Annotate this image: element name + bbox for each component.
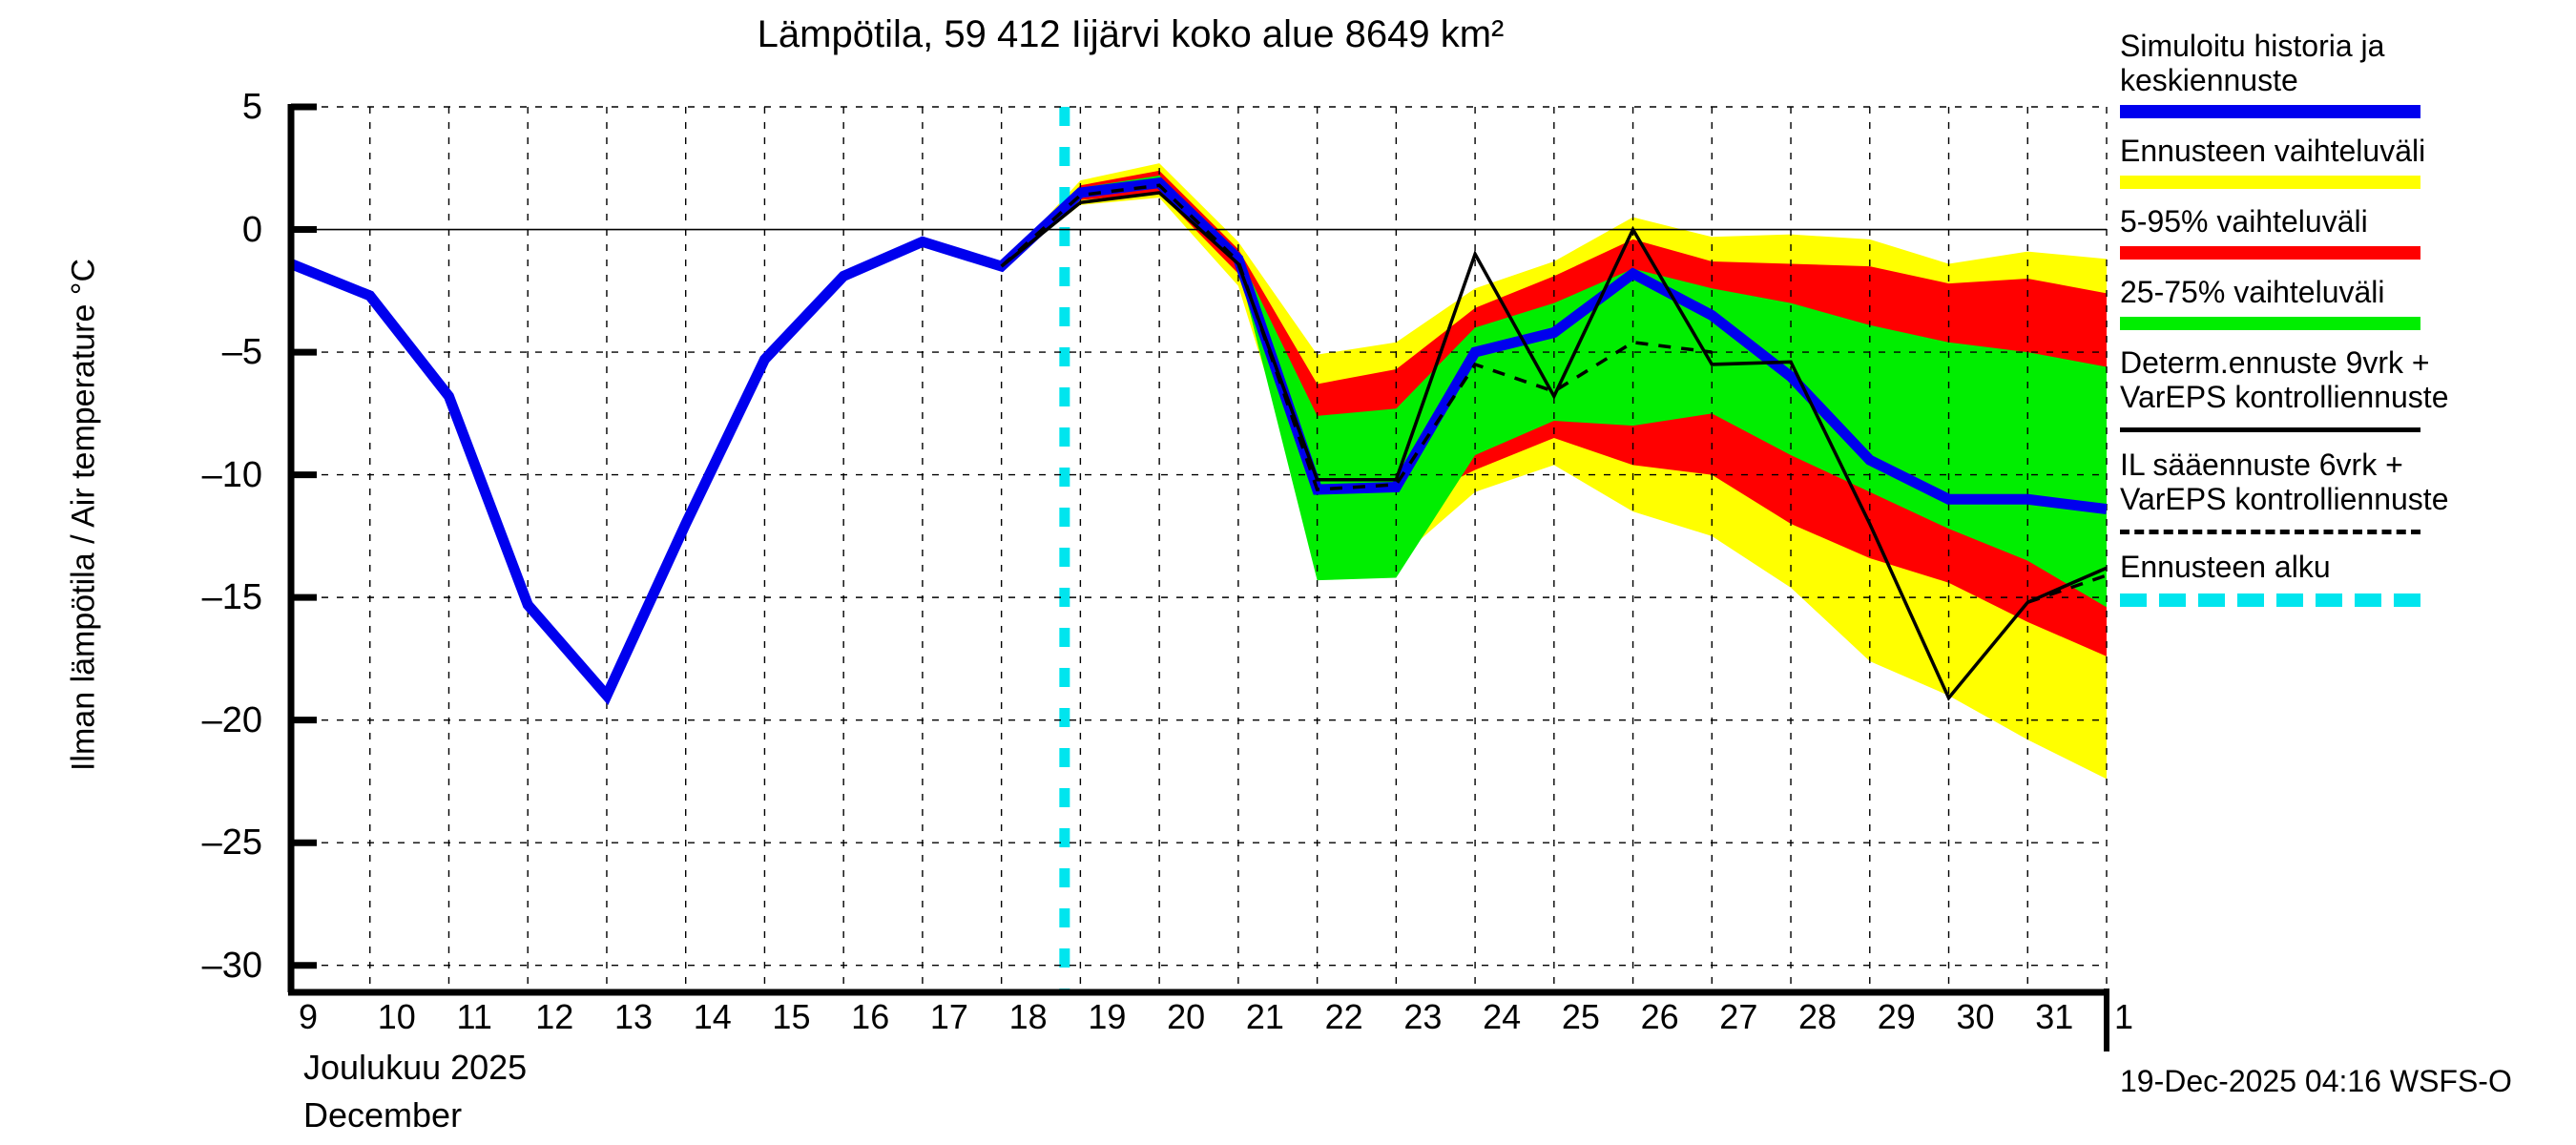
legend-item-swatch-green xyxy=(2120,317,2420,330)
x-tick-label: 9 xyxy=(299,997,319,1036)
legend-item: Simuloitu historia ja keskiennuste xyxy=(2120,29,2568,118)
x-tick-label: 30 xyxy=(1956,997,1995,1036)
x-tick-label: 13 xyxy=(613,997,653,1036)
legend-item-label: IL sääennuste 6vrk + VarEPS kontrollienn… xyxy=(2120,448,2449,516)
series-il-s-ennuste-6vrk-vareps-kontrolliennuste xyxy=(1000,183,2107,604)
y-tick-label: –5 xyxy=(221,332,262,373)
y-tick-label: –10 xyxy=(201,454,262,495)
y-tick-label: –30 xyxy=(201,945,262,986)
x-tick-label: 27 xyxy=(1719,997,1758,1036)
legend-item-label: 5-95% vaihteluväli xyxy=(2120,204,2368,239)
chart-legend: Simuloitu historia ja keskiennuste Ennust… xyxy=(2120,29,2568,622)
legend-item-label: Ennusteen alku xyxy=(2120,550,2331,584)
x-tick-label: 20 xyxy=(1167,997,1206,1036)
legend-item-label: 25-75% vaihteluväli xyxy=(2120,275,2385,309)
legend-item-swatch-yellow xyxy=(2120,176,2420,189)
legend-item: IL sääennuste 6vrk + VarEPS kontrollienn… xyxy=(2120,448,2568,534)
x-tick-label: 18 xyxy=(1008,997,1048,1036)
x-tick-label: 12 xyxy=(535,997,574,1036)
y-tick-label: –25 xyxy=(201,822,262,864)
y-axis-ticks: 5 0 –5 –10 –15 –20 –25 –30 xyxy=(124,0,262,1145)
legend-item: 25-75% vaihteluväli xyxy=(2120,275,2568,330)
x-tick-label: 17 xyxy=(929,997,968,1036)
x-tick-label: 1 xyxy=(2114,997,2134,1036)
x-tick-label: 15 xyxy=(772,997,811,1036)
band-25-75-vaihteluv-li xyxy=(1001,175,2107,608)
x-tick-label: 10 xyxy=(377,997,416,1036)
legend-item-label: Simuloitu historia ja keskiennuste xyxy=(2120,29,2385,97)
x-tick-label: 31 xyxy=(2035,997,2074,1036)
x-axis-month-label-en: December xyxy=(303,1095,463,1135)
y-tick-label: –15 xyxy=(201,577,262,618)
x-tick-label: 23 xyxy=(1403,997,1443,1036)
legend-item-swatch-cyandash xyxy=(2120,593,2420,607)
legend-item-label: Ennusteen vaihteluväli xyxy=(2120,134,2426,168)
x-tick-label: 29 xyxy=(1877,997,1916,1036)
legend-item: Ennusteen vaihteluväli xyxy=(2120,134,2568,189)
y-tick-label: 0 xyxy=(241,209,262,250)
y-tick-label: 5 xyxy=(241,87,262,127)
legend-item: 5-95% vaihteluväli xyxy=(2120,204,2568,260)
x-tick-label: 21 xyxy=(1245,997,1284,1036)
legend-item: Ennusteen alku xyxy=(2120,550,2568,607)
page-title: Lämpötila, 59 412 Iijärvi koko alue 8649… xyxy=(757,13,1505,55)
series-determ-ennuste-9vrk-vareps-kontrolliennuste xyxy=(1000,191,2107,701)
x-tick-label: 28 xyxy=(1798,997,1838,1036)
legend-item-swatch-blue xyxy=(2120,105,2420,118)
x-tick-label: 25 xyxy=(1561,997,1600,1036)
legend-item-label: Determ.ennuste 9vrk + VarEPS kontrollien… xyxy=(2120,345,2449,414)
x-axis-month-label: Joulukuu 2025 xyxy=(303,1048,528,1087)
x-tick-label: 26 xyxy=(1640,997,1679,1036)
x-tick-label: 19 xyxy=(1088,997,1127,1036)
y-tick-label: –20 xyxy=(201,699,262,740)
x-tick-label: 16 xyxy=(851,997,890,1036)
legend-item: Determ.ennuste 9vrk + VarEPS kontrollien… xyxy=(2120,345,2568,432)
legend-item-swatch-red xyxy=(2120,246,2420,260)
legend-item-swatch-blackline xyxy=(2120,427,2420,432)
x-tick-label: 22 xyxy=(1324,997,1363,1036)
x-tick-label: 14 xyxy=(693,997,732,1036)
x-tick-label: 24 xyxy=(1483,997,1522,1036)
timestamp: 19-Dec-2025 04:16 WSFS-O xyxy=(2120,1064,2512,1098)
legend-item-swatch-blackdash xyxy=(2120,530,2420,534)
x-tick-label: 11 xyxy=(456,997,492,1036)
